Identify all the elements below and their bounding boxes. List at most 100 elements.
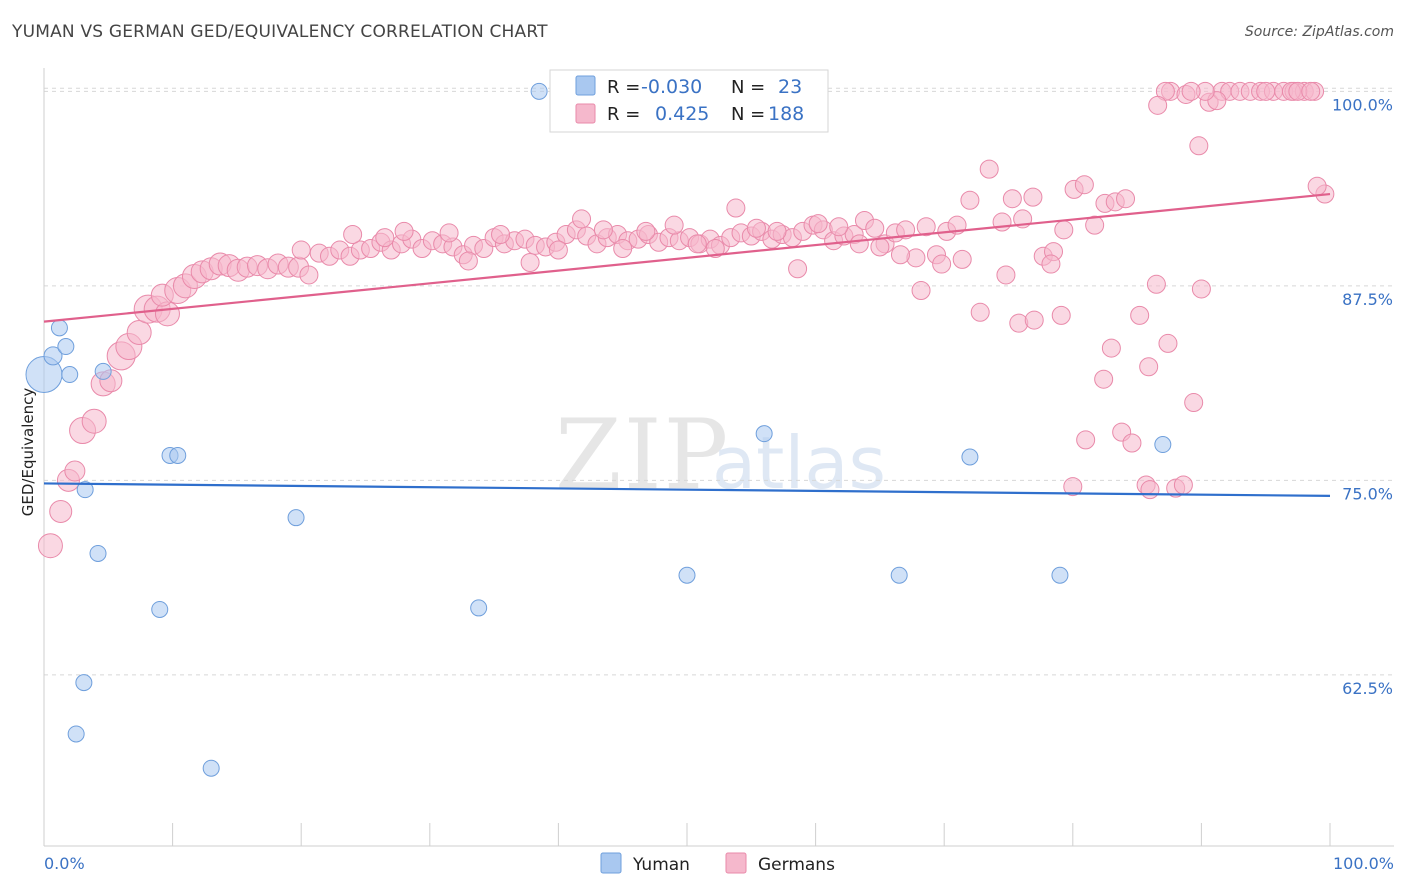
german-point [1094, 369, 1114, 389]
german-point [911, 281, 931, 301]
german-point [1130, 305, 1150, 325]
bottom-legend-yuman-label: Yuman [632, 855, 690, 875]
german-point [636, 221, 656, 241]
yuman-point [151, 600, 169, 618]
german-point [37, 533, 63, 559]
legend-yuman-r-label: R = [607, 77, 640, 98]
german-point [291, 240, 311, 260]
german-point [520, 253, 540, 272]
yuman-point [890, 566, 908, 584]
german-point [1116, 189, 1136, 209]
german-point [1139, 357, 1159, 377]
german-point [960, 190, 980, 210]
german-point [343, 224, 363, 244]
german-point [1085, 215, 1105, 235]
source-label: Source: ZipAtlas.com [1244, 24, 1394, 40]
yuman-point [202, 759, 220, 777]
y-axis-title: GED/Equivalency [19, 388, 37, 517]
yuman-points [25, 82, 1172, 777]
legend-box [549, 69, 829, 133]
legend-yuman-n-value: 23 [778, 76, 802, 98]
german-point [996, 265, 1016, 285]
german-point [829, 217, 849, 237]
german-point [726, 198, 746, 218]
german-point [687, 234, 707, 254]
german-point [1009, 313, 1029, 333]
yuman-point [1154, 436, 1172, 454]
yuman-point [961, 448, 979, 466]
german-point [870, 237, 890, 257]
german-point [932, 254, 952, 274]
german-point [1002, 189, 1022, 209]
legend-german-n-value: 188 [768, 103, 804, 125]
yuman-point [50, 319, 68, 337]
german-point [1023, 187, 1043, 207]
german-point [1256, 81, 1276, 101]
german-point [788, 259, 808, 279]
german-point [1148, 95, 1168, 115]
x-ticks [172, 823, 1331, 846]
yuman-point [169, 446, 187, 464]
yuman-point [89, 544, 107, 562]
watermark: ZIP atlas [555, 399, 886, 511]
german-points [37, 81, 1335, 559]
german-point [1146, 274, 1166, 294]
yuman-point [43, 346, 63, 366]
german-point [299, 265, 319, 285]
german-point [491, 224, 511, 244]
german-point [865, 218, 885, 238]
german-point [746, 218, 766, 238]
bottom-legend-yuman-swatch [600, 852, 622, 874]
german-point [906, 248, 926, 268]
watermark-zip: ZIP [555, 399, 730, 511]
bottom-legend-german-swatch [725, 852, 747, 874]
y-tick-label: 62.5% [1342, 679, 1393, 698]
german-point [394, 221, 414, 241]
german-point [979, 159, 999, 179]
german-point [64, 460, 86, 482]
legend-german-r-label: R = [607, 104, 640, 125]
german-point [896, 220, 916, 240]
german-point [593, 220, 613, 240]
german-point [1074, 175, 1094, 195]
chart-title: YUMAN VS GERMAN GED/EQUIVALENCY CORRELAT… [12, 22, 548, 42]
yuman-point [94, 362, 112, 380]
german-point [1173, 475, 1193, 495]
german-point [126, 320, 152, 346]
axes [43, 68, 1394, 847]
german-point [572, 209, 592, 229]
german-point [1184, 393, 1204, 413]
german-point [1054, 220, 1074, 240]
yuman-point [678, 566, 696, 584]
german-point [81, 408, 107, 434]
yuman-point [75, 674, 93, 692]
german-point [1158, 333, 1178, 353]
legend-german-r-value: 0.425 [655, 103, 709, 125]
german-point [1191, 279, 1211, 299]
german-point [1051, 305, 1071, 325]
y-tick-label: 75.0% [1342, 484, 1393, 503]
german-point [1063, 477, 1083, 497]
legend-german-n-label: N = [731, 104, 765, 125]
yuman-point [530, 82, 548, 100]
legend-yuman-swatch [575, 75, 596, 96]
yuman-point [1051, 566, 1069, 584]
y-tick-label: 100.0% [1332, 95, 1393, 114]
german-point [375, 228, 395, 248]
german-point [1041, 254, 1061, 274]
bottom-legend-german-label: Germans [758, 855, 835, 875]
grid-lines [44, 87, 1394, 676]
german-point [1024, 310, 1044, 330]
yuman-point [470, 599, 488, 617]
german-point [1181, 81, 1201, 101]
german-point [808, 214, 828, 234]
german-trend-line [43, 192, 1331, 323]
german-point [1101, 338, 1121, 358]
german-point [916, 217, 936, 237]
german-point [952, 249, 972, 269]
y-tick-label: 87.5% [1342, 290, 1393, 309]
yuman-point [61, 366, 79, 384]
german-point [664, 215, 684, 235]
yuman-point [57, 338, 75, 356]
